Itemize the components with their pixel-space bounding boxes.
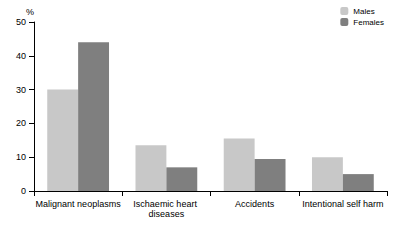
svg-text:40: 40 (16, 51, 26, 61)
svg-text:Accidents: Accidents (235, 199, 275, 209)
svg-text:Males: Males (353, 7, 374, 16)
svg-text:Females: Females (353, 18, 384, 27)
svg-text:10: 10 (16, 152, 26, 162)
svg-text:Ischaemic heart: Ischaemic heart (133, 199, 199, 209)
svg-text:0: 0 (21, 186, 26, 196)
svg-text:50: 50 (16, 17, 26, 27)
svg-text:30: 30 (16, 85, 26, 95)
svg-text:diseases: diseases (149, 209, 185, 219)
svg-text:%: % (26, 7, 34, 17)
svg-text:Intentional self harm: Intentional self harm (302, 199, 383, 209)
svg-text:Malignant neoplasms: Malignant neoplasms (36, 199, 122, 209)
svg-text:20: 20 (16, 118, 26, 128)
